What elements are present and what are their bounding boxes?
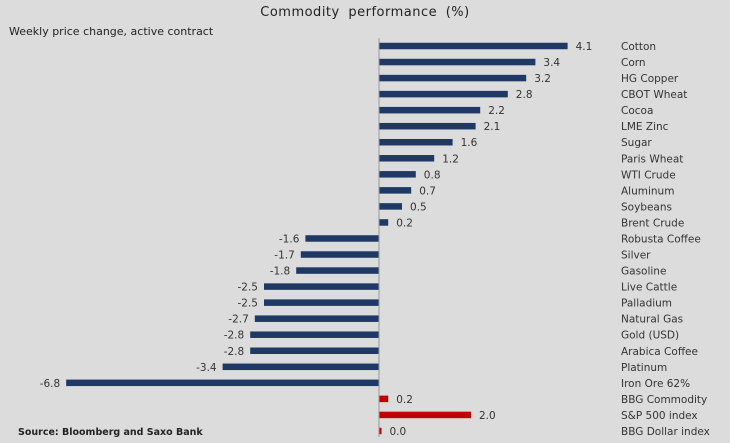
bar: [379, 411, 471, 419]
data-label: 0.0: [390, 426, 407, 438]
bar: [379, 427, 382, 435]
data-label: -1.6: [279, 233, 300, 245]
bar: [250, 347, 379, 355]
bar: [379, 187, 412, 194]
bar: [222, 363, 379, 371]
category-label: Silver: [621, 250, 651, 262]
bar: [379, 74, 527, 82]
data-label: 0.5: [410, 201, 427, 213]
category-label: Paris Wheat: [621, 153, 683, 165]
category-label: Gasoline: [621, 266, 666, 278]
category-label: WTI Crude: [621, 169, 676, 181]
category-label: Natural Gas: [621, 314, 683, 326]
category-label: CBOT Wheat: [621, 89, 687, 101]
category-label: HG Copper: [621, 73, 679, 85]
data-label: -2.8: [224, 330, 245, 342]
category-label: Gold (USD): [621, 330, 679, 342]
bar: [296, 267, 379, 274]
data-label: 0.7: [419, 185, 436, 197]
bar: [250, 331, 379, 338]
category-label: LME Zinc: [621, 121, 669, 133]
bar: [379, 395, 389, 403]
category-label: Arabica Coffee: [621, 346, 698, 358]
bar: [305, 235, 379, 242]
data-label: -1.7: [274, 250, 295, 262]
category-label: BBG Dollar index: [621, 426, 710, 438]
source-note: Source: Bloomberg and Saxo Bank: [18, 427, 203, 438]
category-label: Cocoa: [621, 105, 653, 117]
category-label: Aluminum: [621, 185, 674, 197]
data-label: -1.8: [270, 266, 291, 278]
data-label: 0.2: [396, 394, 413, 406]
bar: [379, 58, 536, 66]
data-label: 2.8: [516, 89, 533, 101]
data-label: 1.2: [442, 153, 459, 165]
bar: [66, 379, 379, 387]
data-label: 0.8: [424, 169, 441, 181]
category-label: Palladium: [621, 298, 672, 310]
data-label: 1.6: [461, 137, 478, 149]
data-label: 2.0: [479, 410, 496, 422]
bar: [379, 138, 453, 146]
bar: [379, 42, 568, 50]
category-label: Corn: [621, 57, 646, 69]
category-label: Cotton: [621, 41, 656, 53]
data-label: 0.2: [396, 217, 413, 229]
data-label: 3.4: [543, 57, 560, 69]
category-label: Iron Ore 62%: [621, 378, 690, 390]
data-label: -2.8: [224, 346, 245, 358]
category-label: BBG Commodity: [621, 394, 707, 406]
data-label: -3.4: [196, 362, 217, 374]
bar: [379, 155, 435, 162]
bar: [379, 122, 476, 130]
data-label: -2.7: [228, 314, 249, 326]
category-label: Soybeans: [621, 201, 672, 213]
chart-title: Commodity performance (%): [260, 5, 470, 20]
data-label: 4.1: [576, 41, 593, 53]
bar: [379, 90, 508, 98]
data-label: -6.8: [40, 378, 61, 390]
bar: [264, 299, 379, 306]
bar: [379, 106, 481, 114]
bar: [379, 171, 416, 178]
data-label: 3.2: [534, 73, 551, 85]
chart-subtitle: Weekly price change, active contract: [9, 25, 214, 38]
category-label: Live Cattle: [621, 282, 677, 294]
bar: [254, 315, 379, 322]
category-label: Robusta Coffee: [621, 233, 701, 245]
category-label: Sugar: [621, 137, 652, 149]
bar: [264, 283, 379, 290]
data-label: -2.5: [238, 298, 259, 310]
category-label: S&P 500 index: [621, 410, 698, 422]
bar: [379, 219, 389, 226]
data-label: -2.5: [238, 282, 259, 294]
bar: [379, 203, 402, 210]
category-label: Brent Crude: [621, 217, 684, 229]
category-label: Platinum: [621, 362, 667, 374]
data-label: 2.2: [488, 105, 505, 117]
bar: [300, 251, 379, 258]
data-label: 2.1: [484, 121, 501, 133]
